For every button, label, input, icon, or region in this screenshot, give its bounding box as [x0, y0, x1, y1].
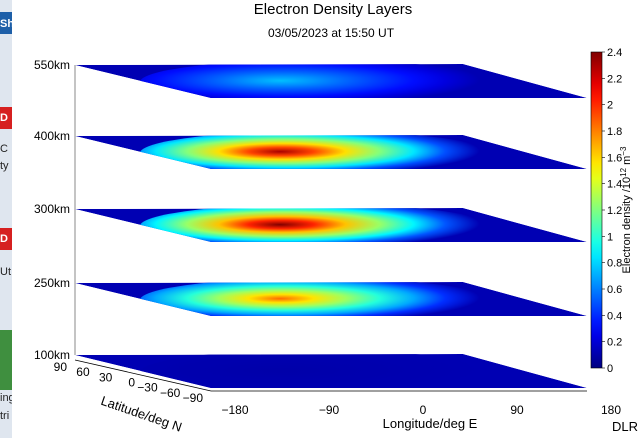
layer-density-1	[140, 135, 490, 169]
strip-image	[0, 330, 12, 390]
strip-tab-3[interactable]	[0, 228, 12, 250]
lat-tick-1: 60	[76, 365, 90, 379]
layer-plane-3	[75, 282, 587, 316]
lat-tick-4: −30	[137, 381, 158, 395]
credit-label: DLR	[612, 419, 638, 434]
layer-density-3	[140, 282, 490, 316]
strip-text-7: ing	[0, 392, 12, 404]
altitude-label-3: 250km	[34, 276, 70, 290]
layers-group	[75, 64, 587, 388]
strip-tab-1[interactable]	[0, 12, 12, 34]
colorbar-tick-6: 1.2	[607, 205, 622, 217]
layer-density-4	[140, 354, 490, 388]
lon-tick-2: 0	[420, 403, 427, 417]
lon-tick-3: 90	[510, 403, 524, 417]
colorbar-tick-0: 0	[607, 363, 613, 375]
layer-plane-0	[75, 64, 587, 98]
colorbar-label: Electron density /1012 m−3	[619, 146, 633, 273]
lat-tick-2: 30	[99, 370, 113, 384]
colorbar-tick-7: 1.4	[607, 179, 622, 191]
colorbar-tick-10: 2	[607, 100, 613, 112]
colorbar-tick-5: 1	[607, 231, 613, 243]
latitude-axis-line	[74, 359, 212, 392]
left-window-strip: Sh D C ty D Ut ing tri	[0, 0, 12, 438]
lat-tick-0: 90	[54, 360, 68, 374]
strip-text-8: tri	[0, 410, 10, 422]
colorbar-tick-4: 0.8	[607, 258, 622, 270]
strip-text-5: D	[0, 233, 8, 245]
altitude-label-2: 300km	[34, 202, 70, 216]
lat-tick-5: −60	[160, 386, 181, 400]
colorbar-tick-8: 1.6	[607, 152, 622, 164]
altitude-label-4: 100km	[34, 348, 70, 362]
chart-title: Electron Density Layers	[254, 1, 412, 18]
colorbar-group: 0 0.2 0.4 0.6 0.8 1 1.2 1.4 1.6 1.8 2 2.2 2.4	[590, 47, 622, 375]
lon-tick-0: −180	[221, 403, 248, 417]
layer-plane-2	[75, 208, 587, 242]
strip-text-6: Ut	[0, 266, 11, 278]
colorbar-label-exp1: 12	[619, 167, 628, 176]
colorbar-tick-11: 2.2	[607, 73, 622, 85]
lon-tick-4: 180	[601, 403, 621, 417]
colorbar-tick-1: 0.2	[607, 337, 622, 349]
layer-plane-1	[75, 135, 587, 169]
chart-subtitle: 03/05/2023 at 15:50 UT	[268, 26, 395, 40]
colorbar-tick-2: 0.4	[607, 310, 622, 322]
strip-text-1: Sh	[0, 18, 12, 30]
strip-text-4: ty	[0, 160, 9, 172]
layer-density-0	[140, 64, 490, 98]
layer-density-2	[140, 208, 490, 242]
colorbar-tick-3: 0.6	[607, 284, 622, 296]
colorbar-label-unit: m	[621, 156, 633, 168]
altitude-label-0: 550km	[34, 58, 70, 72]
colorbar-tick-12: 2.4	[607, 47, 622, 59]
colorbar-tick-9: 1.8	[607, 126, 622, 138]
colorbar-label-exp2: −3	[619, 146, 628, 156]
lat-tick-6: −90	[183, 391, 204, 405]
strip-text-3: C	[0, 143, 8, 155]
lat-tick-3: 0	[128, 376, 135, 390]
strip-tab-2[interactable]	[0, 107, 12, 129]
colorbar-bar	[590, 51, 603, 369]
x-axis-label: Longitude/deg E	[383, 416, 478, 431]
colorbar-label-main: Electron density /10	[621, 177, 633, 274]
lon-tick-1: −90	[319, 403, 340, 417]
strip-text-2: D	[0, 112, 8, 124]
altitude-label-1: 400km	[34, 129, 70, 143]
layer-plane-4	[75, 354, 587, 388]
